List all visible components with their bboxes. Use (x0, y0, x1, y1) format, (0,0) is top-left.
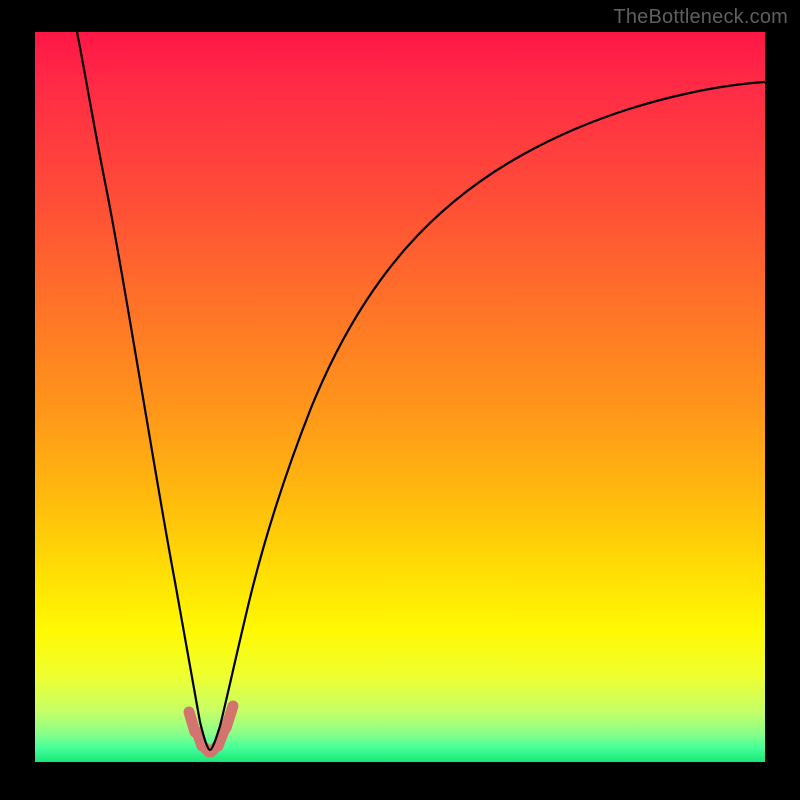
canvas-root: TheBottleneck.com (0, 0, 800, 800)
marker-seg (226, 706, 233, 728)
plot-area (35, 32, 765, 762)
curve-layer (35, 32, 765, 762)
watermark-text: TheBottleneck.com (613, 6, 788, 29)
bottleneck-curve (77, 32, 765, 750)
minimum-marker-group (189, 706, 233, 752)
